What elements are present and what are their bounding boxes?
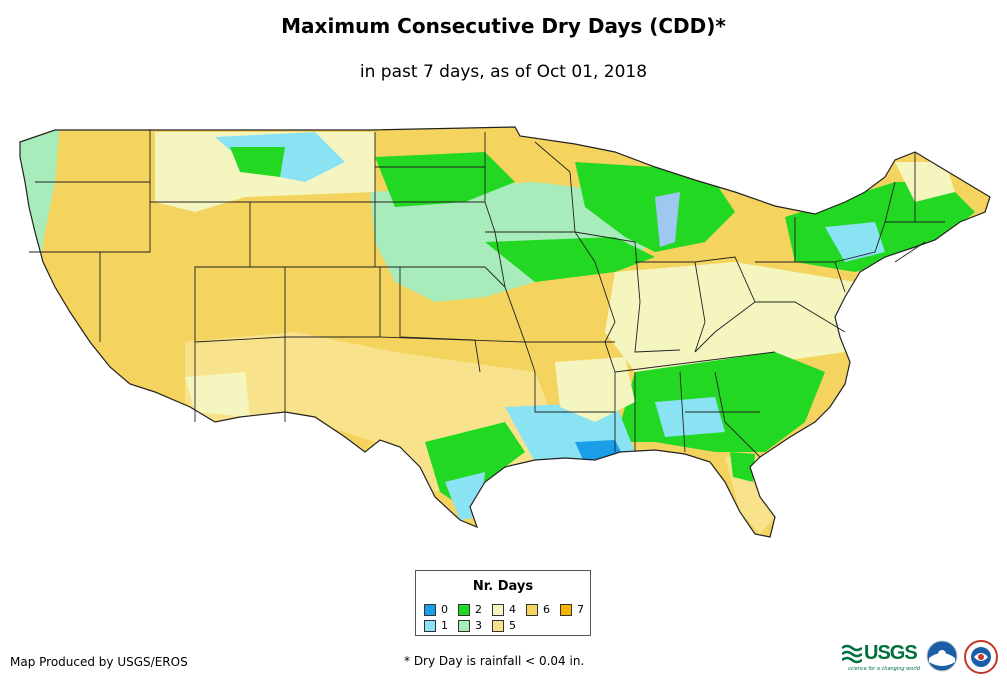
legend-item-2: 2 [458, 603, 482, 616]
state-boundaries [19, 126, 991, 538]
legend-swatch [458, 603, 470, 616]
usgs-tagline: science for a changing world [848, 666, 920, 672]
legend-title: Nr. Days [472, 579, 534, 594]
nws-logo-icon [964, 640, 998, 674]
legend-swatch [424, 603, 436, 616]
legend-swatch [526, 603, 538, 616]
noaa-logo-icon [926, 640, 958, 672]
legend-label: 4 [509, 603, 516, 616]
map-subtitle: in past 7 days, as of Oct 01, 2018 [359, 62, 648, 82]
map-title: Maximum Consecutive Dry Days (CDD)* [281, 14, 726, 38]
legend-swatch [560, 603, 572, 616]
us-dry-days-map [19, 126, 991, 538]
legend-swatch [492, 603, 504, 616]
legend-swatch [458, 619, 470, 632]
legend-label: 2 [475, 603, 482, 616]
legend-label: 0 [441, 603, 448, 616]
dry-days-shading [20, 127, 990, 537]
usgs-logo: USGS [864, 642, 918, 664]
legend-swatch [492, 619, 504, 632]
legend-item-6: 6 [526, 603, 550, 616]
legend-item-5: 5 [492, 619, 516, 632]
legend-label: 1 [441, 619, 448, 632]
map-credit: Map Produced by USGS/EROS [10, 655, 188, 669]
agency-logos: USGS science for a changing world [842, 638, 1002, 678]
footnote: * Dry Day is rainfall < 0.04 in. [404, 654, 585, 668]
legend: Nr. Days 0 1 2 3 4 5 6 7 [415, 570, 591, 636]
usgs-wave-icon [842, 644, 862, 664]
legend-swatch [424, 619, 436, 632]
legend-item-3: 3 [458, 619, 482, 632]
legend-item-7: 7 [560, 603, 584, 616]
legend-item-0: 0 [424, 603, 448, 616]
legend-label: 6 [543, 603, 550, 616]
legend-item-4: 4 [492, 603, 516, 616]
legend-item-1: 1 [424, 619, 448, 632]
legend-label: 5 [509, 619, 516, 632]
legend-label: 7 [577, 603, 584, 616]
legend-label: 3 [475, 619, 482, 632]
